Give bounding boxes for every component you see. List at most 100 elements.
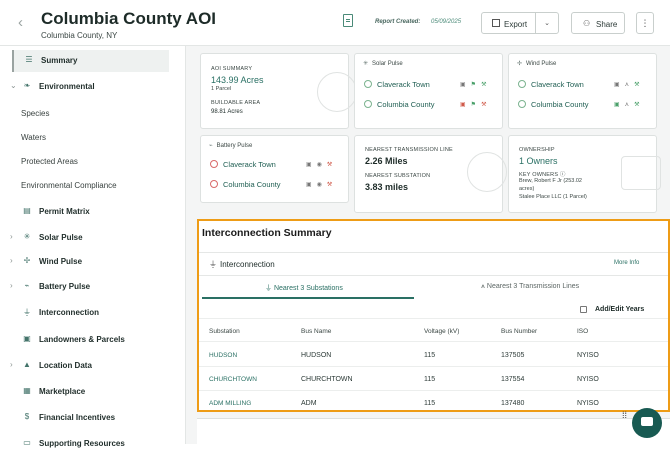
report-document-icon[interactable] xyxy=(343,14,353,27)
sidebar-item-financial-incentives[interactable]: $ Financial Incentives xyxy=(12,407,169,429)
chevron-right-icon: › xyxy=(10,232,13,241)
column-header-substation[interactable]: Substation xyxy=(209,328,240,335)
sidebar: ☰ Summary ⌄ ❧ Environmental Species Wate… xyxy=(0,46,186,448)
solar-row-tools[interactable]: ▣⚑⚒ xyxy=(460,81,491,88)
solar-pulse-title: Solar Pulse xyxy=(372,61,403,67)
chat-bubble-icon[interactable] xyxy=(632,408,662,438)
sidebar-item-label: Waters xyxy=(21,133,47,142)
interconnection-title-text: Interconnection xyxy=(220,260,275,269)
column-header-bus-name[interactable]: Bus Name xyxy=(301,328,332,335)
pulse-icon: ⌁ xyxy=(24,281,30,290)
back-arrow-icon[interactable]: ‹ xyxy=(18,14,23,31)
solar-row-tools[interactable]: ▣⚑⚒ xyxy=(460,101,491,108)
wind-pulse-card[interactable]: ✢ Wind Pulse Claverack Town ▣⋏⚒ Columbia … xyxy=(508,53,657,129)
layers-icon: ▣ xyxy=(614,102,625,108)
battery-row-columbia[interactable]: Columbia County xyxy=(210,180,281,189)
share-button[interactable]: ⚇ Share xyxy=(571,12,625,34)
voltage-cell: 115 xyxy=(424,352,436,359)
add-user-icon: ⚇ xyxy=(583,19,591,28)
status-ok-icon xyxy=(364,80,372,88)
solar-pulse-card[interactable]: ✳ Solar Pulse Claverack Town ▣⚑⚒ Columbia… xyxy=(354,53,503,129)
aoi-summary-card[interactable]: AOI SUMMARY 143.99 Acres 1 Parcel BUILDA… xyxy=(200,53,357,129)
nearest-substation-label: NEAREST SUBSTATION xyxy=(365,173,431,179)
more-info-link[interactable]: More Info xyxy=(614,260,640,266)
list-icon: ☰ xyxy=(25,55,33,64)
transmission-card[interactable]: NEAREST TRANSMISSION LINE 2.26 Miles NEA… xyxy=(354,135,507,213)
report-created-date: 05/09/2025 xyxy=(431,19,462,25)
page-subtitle: Columbia County, NY xyxy=(41,31,118,40)
sidebar-item-protected-areas[interactable]: Protected Areas xyxy=(12,151,169,173)
wind-row-claverack[interactable]: Claverack Town xyxy=(518,80,584,89)
sidebar-item-waters[interactable]: Waters xyxy=(12,127,169,149)
wind-turbine-icon: ✢ xyxy=(517,61,523,67)
sidebar-item-interconnection[interactable]: ⏚ Interconnection xyxy=(12,302,169,324)
sidebar-item-species[interactable]: Species xyxy=(12,103,169,125)
battery-icon: ◉ xyxy=(316,162,327,168)
bus-name-cell: CHURCHTOWN xyxy=(301,376,353,383)
sidebar-item-environmental-compliance[interactable]: Environmental Compliance xyxy=(12,175,169,197)
tab-label: Nearest 3 Substations xyxy=(273,285,343,292)
battery-row-tools[interactable]: ▣◉⚒ xyxy=(306,181,337,188)
interconnection-summary-panel: Interconnection Summary ⏚ Interconnection… xyxy=(197,219,670,412)
chevron-down-icon: ⌄ xyxy=(10,81,17,90)
wind-turbine-icon: ✢ xyxy=(23,256,31,265)
ownership-card[interactable]: OWNERSHIP 1 Owners KEY OWNERS ⓘ Brew, Ro… xyxy=(508,135,661,213)
status-ok-icon xyxy=(518,100,526,108)
layers-icon: ▣ xyxy=(460,102,471,108)
more-options-button[interactable]: ⋮ xyxy=(636,12,654,34)
battery-row-claverack[interactable]: Claverack Town xyxy=(210,160,276,169)
interconnection-title: ⏚ Interconnection xyxy=(209,259,275,270)
wind-row-tools[interactable]: ▣⋏⚒ xyxy=(614,81,644,88)
sidebar-item-wind-pulse[interactable]: › ✢ Wind Pulse xyxy=(10,251,169,273)
key-owners-label: KEY OWNERS ⓘ xyxy=(519,170,566,178)
column-header-iso[interactable]: ISO xyxy=(577,328,589,335)
wind-row-columbia[interactable]: Columbia County xyxy=(518,100,589,109)
solar-row-columbia[interactable]: Columbia County xyxy=(364,100,435,109)
export-dropdown-button[interactable]: ⌄ xyxy=(535,12,559,34)
status-ok-icon xyxy=(518,80,526,88)
battery-row-tools[interactable]: ▣◉⚒ xyxy=(306,161,337,168)
add-edit-years-button[interactable]: Add/Edit Years xyxy=(595,306,645,313)
sidebar-item-battery-pulse[interactable]: › ⌁ Battery Pulse xyxy=(10,276,169,298)
tab-nearest-substations[interactable]: ⏚ Nearest 3 Substations xyxy=(265,283,343,293)
sidebar-item-marketplace[interactable]: ▦ Marketplace xyxy=(12,381,169,403)
calendar-icon xyxy=(580,306,587,313)
wind-row-tools[interactable]: ▣⋏⚒ xyxy=(614,101,644,108)
chevron-down-icon: ⌄ xyxy=(544,20,550,27)
next-section-card xyxy=(197,418,670,444)
bus-name-cell: ADM xyxy=(301,400,317,407)
sidebar-item-summary[interactable]: ☰ Summary xyxy=(12,50,169,72)
sidebar-item-location-data[interactable]: › ▲ Location Data xyxy=(10,355,169,377)
vertical-dots-icon: ⋮ xyxy=(640,18,650,28)
drag-handle-icon[interactable]: ⁞⁞ xyxy=(622,410,628,420)
sidebar-item-supporting-resources[interactable]: ▭ Supporting Resources xyxy=(12,433,169,455)
column-header-voltage[interactable]: Voltage (kV) xyxy=(424,328,460,335)
info-icon[interactable]: ⓘ xyxy=(559,172,566,178)
tower-icon: ⚑ xyxy=(470,82,482,88)
sidebar-item-landowners[interactable]: ▣ Landowners & Parcels xyxy=(12,329,169,351)
aoi-summary-label: AOI SUMMARY xyxy=(211,66,253,72)
column-header-bus-number[interactable]: Bus Number xyxy=(501,328,538,335)
export-label: Export xyxy=(504,20,528,29)
battery-row-label: Columbia County xyxy=(223,180,281,189)
battery-icon: ◉ xyxy=(316,182,327,188)
substation-link[interactable]: CHURCHTOWN xyxy=(209,376,257,383)
status-warning-icon xyxy=(210,160,218,168)
substation-link[interactable]: HUDSON xyxy=(209,352,238,359)
sidebar-item-solar-pulse[interactable]: › ✳ Solar Pulse xyxy=(10,227,169,249)
iso-cell: NYISO xyxy=(577,400,599,407)
sidebar-item-label: Location Data xyxy=(39,361,92,370)
solar-row-claverack[interactable]: Claverack Town xyxy=(364,80,430,89)
solar-row-label: Claverack Town xyxy=(377,80,430,89)
layers-icon: ▣ xyxy=(306,182,317,188)
substation-link[interactable]: ADM MILLING xyxy=(209,400,252,407)
page-title: Columbia County AOI xyxy=(41,9,217,28)
sidebar-item-label: Species xyxy=(21,109,50,118)
battery-pulse-card[interactable]: ⌁ Battery Pulse Claverack Town ▣◉⚒ Columb… xyxy=(200,135,349,203)
sidebar-item-environmental[interactable]: ⌄ ❧ Environmental xyxy=(10,76,169,98)
export-button[interactable]: Export xyxy=(481,12,536,34)
sidebar-item-permit-matrix[interactable]: ▤ Permit Matrix xyxy=(12,201,169,223)
transmission-tower-icon: ⩚ xyxy=(481,283,487,290)
sidebar-item-label: Summary xyxy=(41,56,78,65)
tab-nearest-transmission-lines[interactable]: ⩚ Nearest 3 Transmission Lines xyxy=(481,283,579,291)
